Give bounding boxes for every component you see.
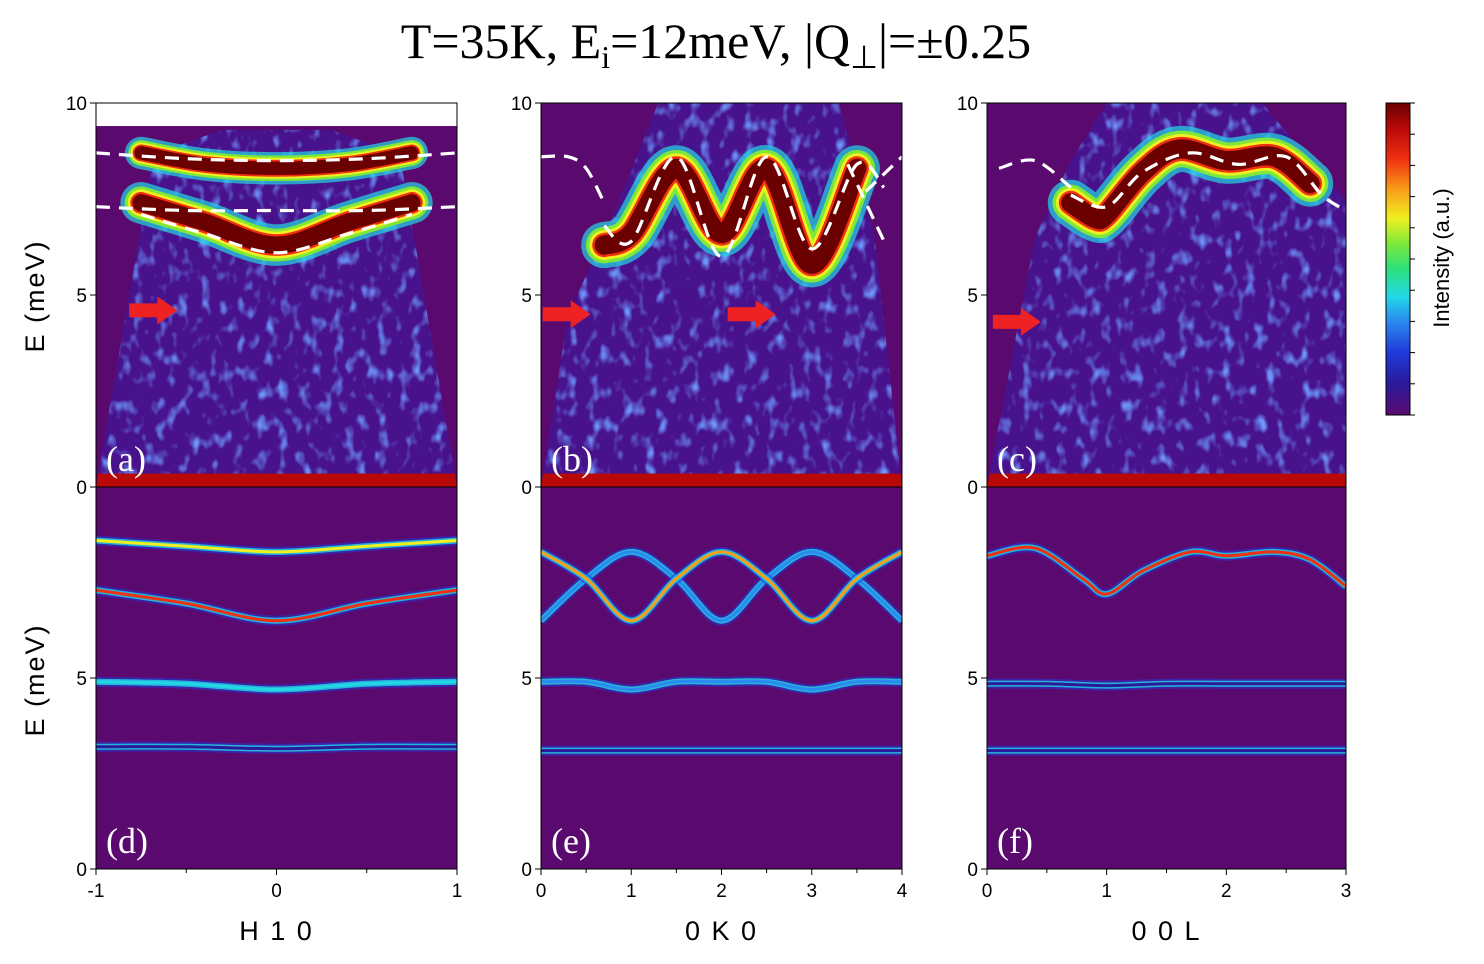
series-band1	[96, 539, 457, 554]
x-tick-label: -1	[88, 881, 105, 902]
y-tick-label: 5	[76, 669, 87, 690]
y-tick-label: 0	[967, 478, 978, 499]
series-band3	[96, 680, 457, 692]
y-tick-label: 5	[521, 286, 532, 307]
colorbar-label: Intensity (a.u.)	[1429, 188, 1454, 327]
dashed-calc-line	[96, 205, 457, 213]
y-axis-label-top: E (meV)	[20, 239, 50, 352]
colorbar-scale	[1385, 102, 1411, 416]
figure-title: T=35K, Ei=12meV, |Q⊥|=±0.25	[401, 13, 1031, 75]
red-arrow	[542, 300, 591, 329]
x-tick-label: 1	[626, 881, 637, 902]
red-arrow	[129, 296, 178, 325]
panel-label: (b)	[551, 439, 593, 479]
panel-label: (f)	[997, 821, 1033, 861]
series-band3	[541, 679, 902, 692]
y-tick-label: 5	[967, 286, 978, 307]
panel-a: 0 5 10 (a)	[66, 94, 458, 499]
x-tick-label: 4	[897, 881, 908, 902]
colorbar: Intensity (a.u.)	[1385, 102, 1454, 416]
x-axis-label: 0 0 L	[1131, 916, 1201, 946]
elastic-line	[96, 473, 457, 487]
y-tick-label: 10	[511, 94, 532, 115]
y-tick-label: 0	[521, 860, 532, 881]
y-tick-label: 5	[521, 669, 532, 690]
series-branchB	[541, 550, 902, 623]
y-tick-label: 10	[66, 94, 87, 115]
panel-d: 05-1 0 1H 1 0(d)	[76, 486, 463, 946]
x-tick-label: 3	[806, 881, 817, 902]
y-tick-label: 5	[76, 286, 87, 307]
red-arrow	[992, 307, 1041, 336]
panel-e: 0 5 0 1 2 3 4 0 K 0 (e)	[521, 486, 908, 946]
y-tick-label: 10	[957, 94, 978, 115]
panel-background	[987, 487, 1346, 869]
y-tick-label: 0	[967, 860, 978, 881]
x-tick-label: 2	[716, 881, 727, 902]
x-tick-label: 1	[1101, 881, 1112, 902]
x-tick-label: 3	[1341, 881, 1352, 902]
x-axis-label: H 1 0	[239, 916, 314, 946]
panel-plot-area	[987, 487, 1346, 869]
x-tick-label: 0	[982, 881, 993, 902]
series-band2	[96, 588, 457, 623]
x-tick-label: 0	[536, 881, 547, 902]
dashed-calc-line	[998, 158, 1072, 189]
panel-f: 0 5 0 1 2 3 0 0 L (f)	[967, 486, 1352, 946]
panel-plot-area	[541, 487, 902, 869]
colorbar-ticks	[1410, 102, 1415, 416]
dashed-calc-line	[140, 212, 413, 255]
series-branchA	[541, 550, 902, 623]
series-band1	[987, 545, 1346, 596]
panel-label: (a)	[106, 439, 146, 479]
panel-label: (c)	[997, 439, 1037, 479]
dashed-calc-line	[603, 155, 886, 259]
dashed-calc-line	[864, 155, 902, 193]
panel-label: (d)	[106, 821, 148, 861]
band-1-layer-4	[132, 194, 421, 254]
panel-plot-area	[96, 126, 457, 487]
y-tick-label: 0	[76, 860, 87, 881]
band-0-layer-4	[134, 146, 419, 175]
red-arrow	[727, 300, 776, 329]
dashed-calc-line	[96, 151, 457, 163]
x-axis-label: 0 K 0	[685, 916, 758, 946]
elastic-line	[541, 473, 902, 487]
x-tick-label: 1	[452, 881, 463, 902]
series-band3	[987, 682, 1346, 688]
panel-c: 0 5 10 (c)	[957, 94, 1347, 499]
panel-b: 0 5 10 (b)	[511, 94, 903, 499]
panel-label: (e)	[551, 821, 591, 861]
dashed-calc-line	[1070, 151, 1346, 212]
x-tick-label: 2	[1221, 881, 1232, 902]
dashed-calc-line	[541, 154, 606, 204]
x-tick-label: 0	[271, 881, 282, 902]
y-tick-label: 0	[521, 478, 532, 499]
y-axis-label-bottom: E (meV)	[20, 623, 50, 736]
dashed-calc-line	[846, 163, 886, 242]
panel-plot-area	[96, 487, 457, 869]
y-tick-label: 0	[76, 478, 87, 499]
elastic-line	[987, 473, 1346, 487]
y-tick-label: 5	[967, 669, 978, 690]
panel-plot-area	[987, 103, 1346, 487]
panel-plot-area	[541, 103, 902, 487]
series-band4	[96, 745, 457, 751]
band-0-layer-4	[594, 158, 867, 274]
band-0-layer-4	[1061, 139, 1320, 230]
